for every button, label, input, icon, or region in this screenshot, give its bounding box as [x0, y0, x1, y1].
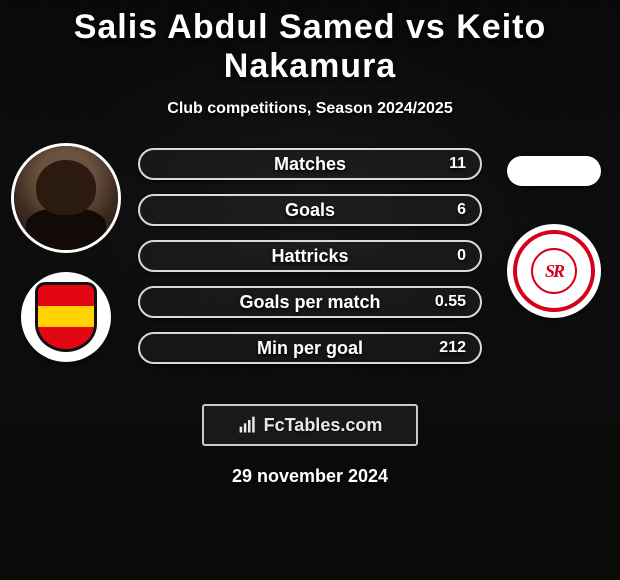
stat-label: Min per goal — [257, 338, 363, 359]
stat-value-right: 212 — [439, 339, 466, 357]
stat-label: Goals per match — [239, 292, 380, 313]
left-player-column — [6, 142, 126, 362]
stat-label: Goals — [285, 200, 335, 221]
stat-label: Matches — [274, 154, 346, 175]
stat-value-right: 0.55 — [435, 293, 466, 311]
brand-badge: FcTables.com — [202, 404, 418, 446]
stat-row: Hattricks 0 — [138, 240, 482, 272]
stat-value-right: 11 — [449, 155, 466, 173]
player-photo-right — [507, 156, 601, 186]
club-logo-right: SR — [507, 224, 601, 318]
date-label: 29 november 2024 — [0, 466, 620, 487]
club-logo-left — [21, 272, 111, 362]
reims-ring-icon — [513, 230, 595, 312]
stat-row: Goals per match 0.55 — [138, 286, 482, 318]
bars-icon — [238, 415, 258, 435]
stat-bars: Matches 11 Goals 6 Hattricks 0 Goals per… — [138, 148, 482, 364]
page-title: Salis Abdul Samed vs Keito Nakamura — [0, 0, 620, 86]
lens-crest-icon — [35, 282, 97, 352]
stat-value-right: 6 — [457, 201, 466, 219]
stat-value-right: 0 — [457, 247, 466, 265]
brand-text: FcTables.com — [264, 415, 383, 436]
right-player-column: SR — [494, 142, 614, 318]
comparison-area: SR Matches 11 Goals 6 Hattricks 0 Goals … — [0, 142, 620, 382]
player-photo-left — [14, 146, 118, 250]
stat-label: Hattricks — [271, 246, 348, 267]
stat-row: Matches 11 — [138, 148, 482, 180]
subtitle: Club competitions, Season 2024/2025 — [0, 100, 620, 118]
stat-row: Goals 6 — [138, 194, 482, 226]
stat-row: Min per goal 212 — [138, 332, 482, 364]
